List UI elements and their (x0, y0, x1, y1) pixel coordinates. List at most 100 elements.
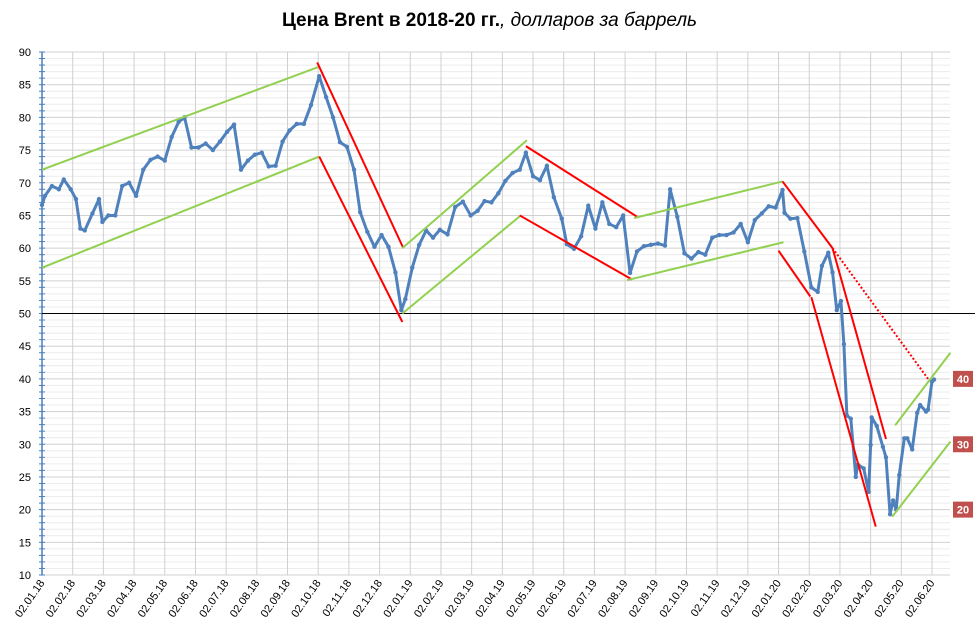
data-point (399, 308, 404, 313)
data-point (510, 170, 515, 176)
data-point (496, 191, 501, 196)
x-tick-label: 02.05.18 (136, 578, 170, 620)
data-point (731, 230, 736, 235)
brent-price-line (40, 74, 936, 516)
data-point (217, 139, 223, 144)
data-point (517, 167, 522, 172)
data-point (100, 219, 105, 225)
data-point (530, 174, 536, 179)
data-point (351, 167, 357, 172)
y-tick-label: 60 (19, 243, 31, 255)
chart-title: Цена Brent в 2018-20 гг., долларов за ба… (0, 10, 979, 32)
resistance-trend-line (810, 296, 877, 527)
data-point (344, 144, 350, 149)
data-point (337, 140, 343, 145)
chart-title-sub: , долларов за баррель (500, 10, 698, 31)
data-point (386, 244, 391, 250)
y-tick-label: 45 (19, 341, 31, 353)
data-point (68, 187, 73, 192)
data-point (766, 204, 771, 209)
resistance-trend-line (831, 247, 887, 440)
y-tick-label: 55 (19, 276, 31, 288)
data-point (634, 249, 640, 254)
data-point (523, 150, 529, 155)
data-point (252, 152, 258, 157)
data-point (357, 209, 363, 215)
resistance-trend-line (318, 156, 404, 323)
data-point (809, 285, 814, 290)
data-point (559, 216, 564, 221)
data-point (106, 213, 111, 218)
data-point (880, 444, 886, 450)
data-point (788, 216, 793, 221)
data-point (379, 232, 384, 238)
data-point (162, 158, 167, 163)
support-trend-line (633, 180, 783, 220)
x-tick-label: 02.02.18 (44, 578, 78, 620)
data-point (133, 193, 139, 199)
data-point (468, 213, 473, 218)
data-point (294, 121, 299, 127)
data-point (607, 221, 612, 227)
data-point (648, 242, 654, 248)
data-point (56, 187, 62, 192)
data-point (853, 474, 858, 480)
data-point (155, 154, 160, 159)
x-tick-label: 02.01.20 (750, 578, 784, 620)
data-point (224, 129, 230, 134)
data-point (689, 256, 694, 261)
data-point (752, 217, 757, 223)
data-point (795, 215, 800, 221)
data-point (738, 221, 743, 227)
level-label: 20 (957, 505, 969, 517)
data-point (861, 466, 866, 471)
resistance-trend-line (519, 214, 633, 281)
resistance-trend-line (525, 145, 638, 218)
data-point (717, 232, 722, 238)
data-point (259, 150, 264, 155)
x-tick-label: 02.03.20 (811, 578, 845, 620)
y-tick-label: 30 (19, 439, 31, 451)
data-point (82, 228, 87, 233)
data-point (838, 298, 844, 304)
x-tick-label: 02.04.18 (105, 578, 139, 620)
data-point (503, 178, 508, 183)
data-point (802, 249, 807, 254)
x-tick-label: 02.12.19 (719, 578, 753, 620)
data-point (826, 250, 831, 255)
resistance-trend-line (781, 180, 834, 249)
data-point (910, 447, 915, 452)
x-tick-label: 02.11.18 (320, 578, 354, 619)
data-point (897, 472, 902, 478)
x-tick-label: 02.04.19 (473, 578, 507, 620)
data-point (931, 377, 937, 382)
support-trend-line (401, 214, 522, 315)
resistance-trend-line (777, 250, 812, 298)
chart-title-main: Цена Brent в 2018-20 гг. (281, 10, 501, 31)
y-tick-label: 80 (19, 112, 31, 124)
data-point (600, 200, 605, 205)
data-point (890, 498, 896, 503)
data-point (883, 455, 889, 460)
y-tick-label: 40 (19, 374, 31, 386)
data-point (460, 199, 466, 204)
y-tick-label: 20 (19, 505, 31, 517)
data-point (126, 180, 132, 185)
x-tick-label: 02.03.19 (443, 578, 477, 620)
data-point (815, 289, 820, 295)
data-point (848, 416, 854, 421)
y-tick-label: 75 (19, 145, 31, 157)
y-tick-label: 85 (19, 80, 31, 92)
data-point (231, 122, 237, 127)
x-tick-label: 02.09.18 (259, 578, 293, 620)
data-point (682, 251, 687, 256)
data-point (759, 211, 764, 216)
data-point (724, 232, 729, 238)
data-point (773, 205, 778, 210)
resistance-trend-line (831, 247, 929, 380)
data-point (365, 229, 370, 234)
data-point (866, 489, 871, 495)
data-point (393, 270, 398, 275)
support-trend-line (894, 352, 952, 426)
